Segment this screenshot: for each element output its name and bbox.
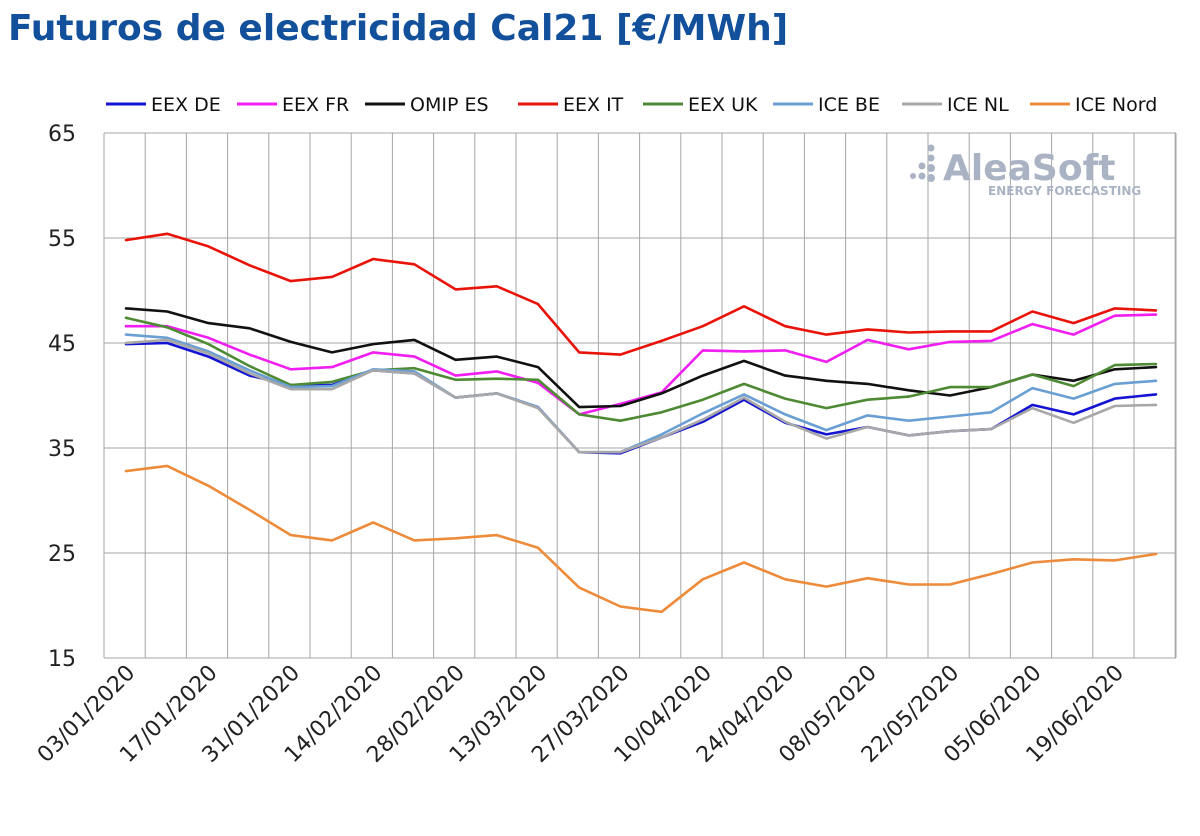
series-line-eex-uk <box>124 316 1158 423</box>
logo-tagline: ENERGY FORECASTING <box>988 184 1141 198</box>
y-tick-label: 55 <box>48 227 76 252</box>
series-line-ice-nord <box>124 464 1158 614</box>
legend-item-ice-nl: ICE NL <box>902 94 1009 116</box>
legend-label: EEX UK <box>688 94 758 116</box>
y-tick-label: 45 <box>48 332 76 357</box>
legend-label: ICE Nord <box>1075 94 1157 116</box>
legend-item-ice-nord: ICE Nord <box>1030 94 1157 116</box>
legend-item-eex-de: EEX DE <box>106 94 221 116</box>
x-axis-ticks: 03/01/202017/01/202031/01/202014/02/2020… <box>33 661 1129 768</box>
grid <box>103 132 1177 659</box>
legend-item-eex-uk: EEX UK <box>643 94 758 116</box>
legend-label: EEX FR <box>282 94 349 116</box>
legend-label: ICE NL <box>947 94 1009 116</box>
series-lines <box>124 232 1158 614</box>
legend-item-ice-be: ICE BE <box>773 94 880 116</box>
logo-dots-icon <box>910 144 935 182</box>
series-line-ice-be <box>124 333 1158 454</box>
legend: EEX DE EEX FR OMIP ES EEX IT EEX UK ICE BE ICE… <box>106 94 1157 116</box>
chart-title: Futuros de electricidad Cal21 [€/MWh] <box>8 8 789 49</box>
legend-item-eex-it: EEX IT <box>518 94 624 116</box>
legend-label: ICE BE <box>818 94 880 116</box>
legend-item-omip-es: OMIP ES <box>365 94 489 116</box>
series-line-omip-es <box>124 307 1158 409</box>
legend-label: EEX DE <box>151 94 221 116</box>
legend-label: OMIP ES <box>410 94 489 116</box>
logo-name: AleaSoft <box>943 148 1115 189</box>
y-tick-label: 35 <box>48 437 76 462</box>
y-axis-ticks: 65 55 45 35 25 15 <box>48 122 76 672</box>
legend-label: EEX IT <box>563 94 624 116</box>
y-tick-label: 15 <box>48 647 76 672</box>
y-tick-label: 25 <box>48 542 76 567</box>
series-line-ice-nl <box>124 338 1158 454</box>
series-line-eex-it <box>124 232 1158 356</box>
series-line-eex-fr <box>124 313 1158 416</box>
legend-item-eex-fr: EEX FR <box>237 94 349 116</box>
y-tick-label: 65 <box>48 122 76 147</box>
aleasoft-logo: AleaSoft ENERGY FORECASTING <box>910 144 1141 198</box>
